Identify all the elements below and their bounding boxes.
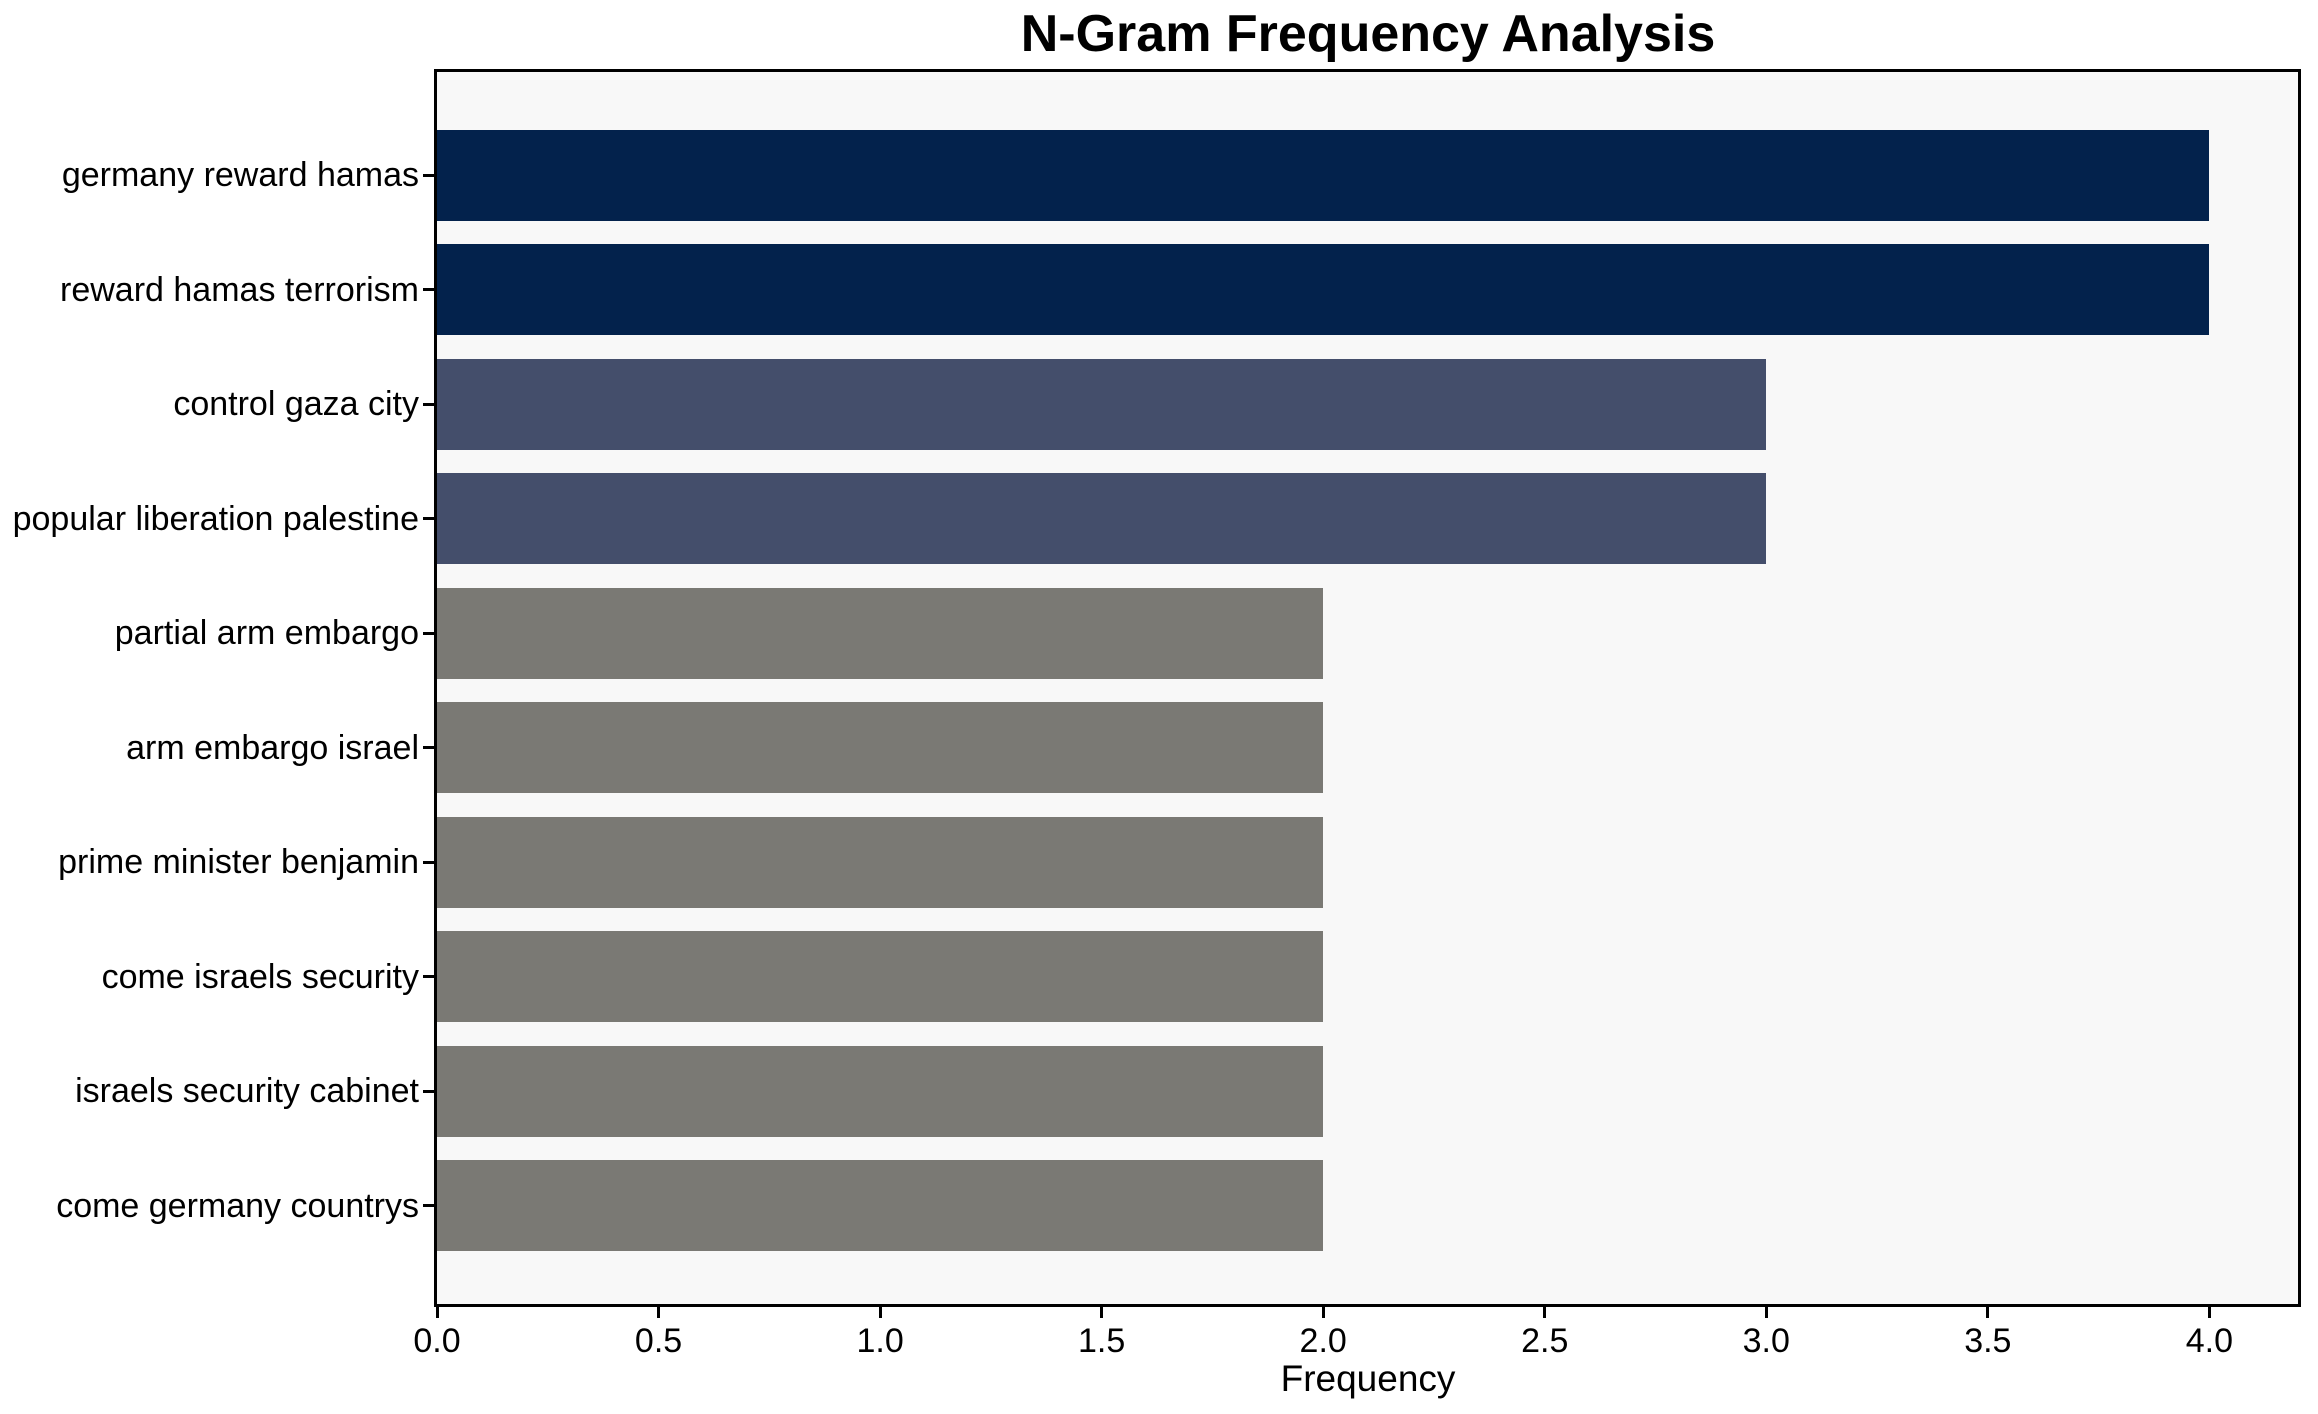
x-tick-label: 2.0 bbox=[1299, 1322, 1347, 1360]
y-axis-label: arm embargo israel bbox=[126, 728, 419, 767]
x-tick-label: 0.5 bbox=[634, 1322, 683, 1360]
x-tick-mark bbox=[878, 1307, 882, 1318]
bar bbox=[437, 702, 1323, 793]
y-tick-mark bbox=[423, 631, 434, 635]
y-tick-mark bbox=[423, 860, 434, 864]
y-tick-mark bbox=[423, 517, 434, 520]
y-tick-mark bbox=[423, 1204, 434, 1207]
y-axis-label: reward hamas terrorism bbox=[60, 270, 419, 309]
bar bbox=[437, 816, 1323, 908]
x-tick-label: 3.5 bbox=[1964, 1322, 2012, 1360]
x-tick-mark bbox=[1321, 1307, 1325, 1318]
y-axis-label: come germany countrys bbox=[56, 1186, 419, 1225]
x-tick-mark bbox=[1100, 1307, 1104, 1318]
x-tick-mark bbox=[435, 1307, 439, 1318]
bar bbox=[437, 358, 1766, 450]
y-tick-mark bbox=[423, 288, 434, 291]
bar bbox=[437, 1160, 1323, 1251]
x-tick-label: 2.5 bbox=[1521, 1322, 1569, 1360]
x-tick-mark bbox=[1986, 1307, 1990, 1318]
bar bbox=[437, 587, 1323, 679]
bar bbox=[437, 473, 1766, 564]
bar bbox=[437, 1045, 1323, 1137]
x-tick-mark bbox=[657, 1307, 661, 1318]
x-axis-title: Frequency bbox=[1280, 1358, 1456, 1399]
x-tick-mark bbox=[1764, 1307, 1768, 1318]
chart-title: N-Gram Frequency Analysis bbox=[1020, 5, 1716, 63]
x-tick-label: 0.0 bbox=[413, 1322, 461, 1360]
x-tick-label: 4.0 bbox=[2185, 1322, 2234, 1360]
y-tick-mark bbox=[423, 975, 434, 978]
y-axis-label: germany reward hamas bbox=[61, 156, 419, 194]
y-axis-label: prime minister benjamin bbox=[58, 843, 419, 881]
bar bbox=[437, 129, 2209, 221]
bar bbox=[437, 931, 1323, 1022]
x-tick-mark bbox=[2207, 1307, 2211, 1318]
bar bbox=[437, 244, 2209, 335]
y-axis-label: israels security cabinet bbox=[75, 1072, 419, 1110]
y-axis-label: partial arm embargo bbox=[114, 614, 419, 652]
x-tick-label: 1.5 bbox=[1078, 1322, 1126, 1360]
x-tick-label: 1.0 bbox=[856, 1322, 904, 1360]
y-axis-label: come israels security bbox=[101, 957, 419, 996]
y-axis-label: control gaza city bbox=[173, 385, 419, 423]
x-tick-label: 3.0 bbox=[1742, 1322, 1790, 1360]
y-tick-mark bbox=[423, 402, 434, 406]
x-tick-mark bbox=[1543, 1307, 1547, 1318]
y-tick-mark bbox=[423, 1089, 434, 1093]
y-tick-mark bbox=[423, 173, 434, 177]
y-tick-mark bbox=[423, 746, 434, 749]
y-axis-label: popular liberation palestine bbox=[12, 499, 419, 538]
